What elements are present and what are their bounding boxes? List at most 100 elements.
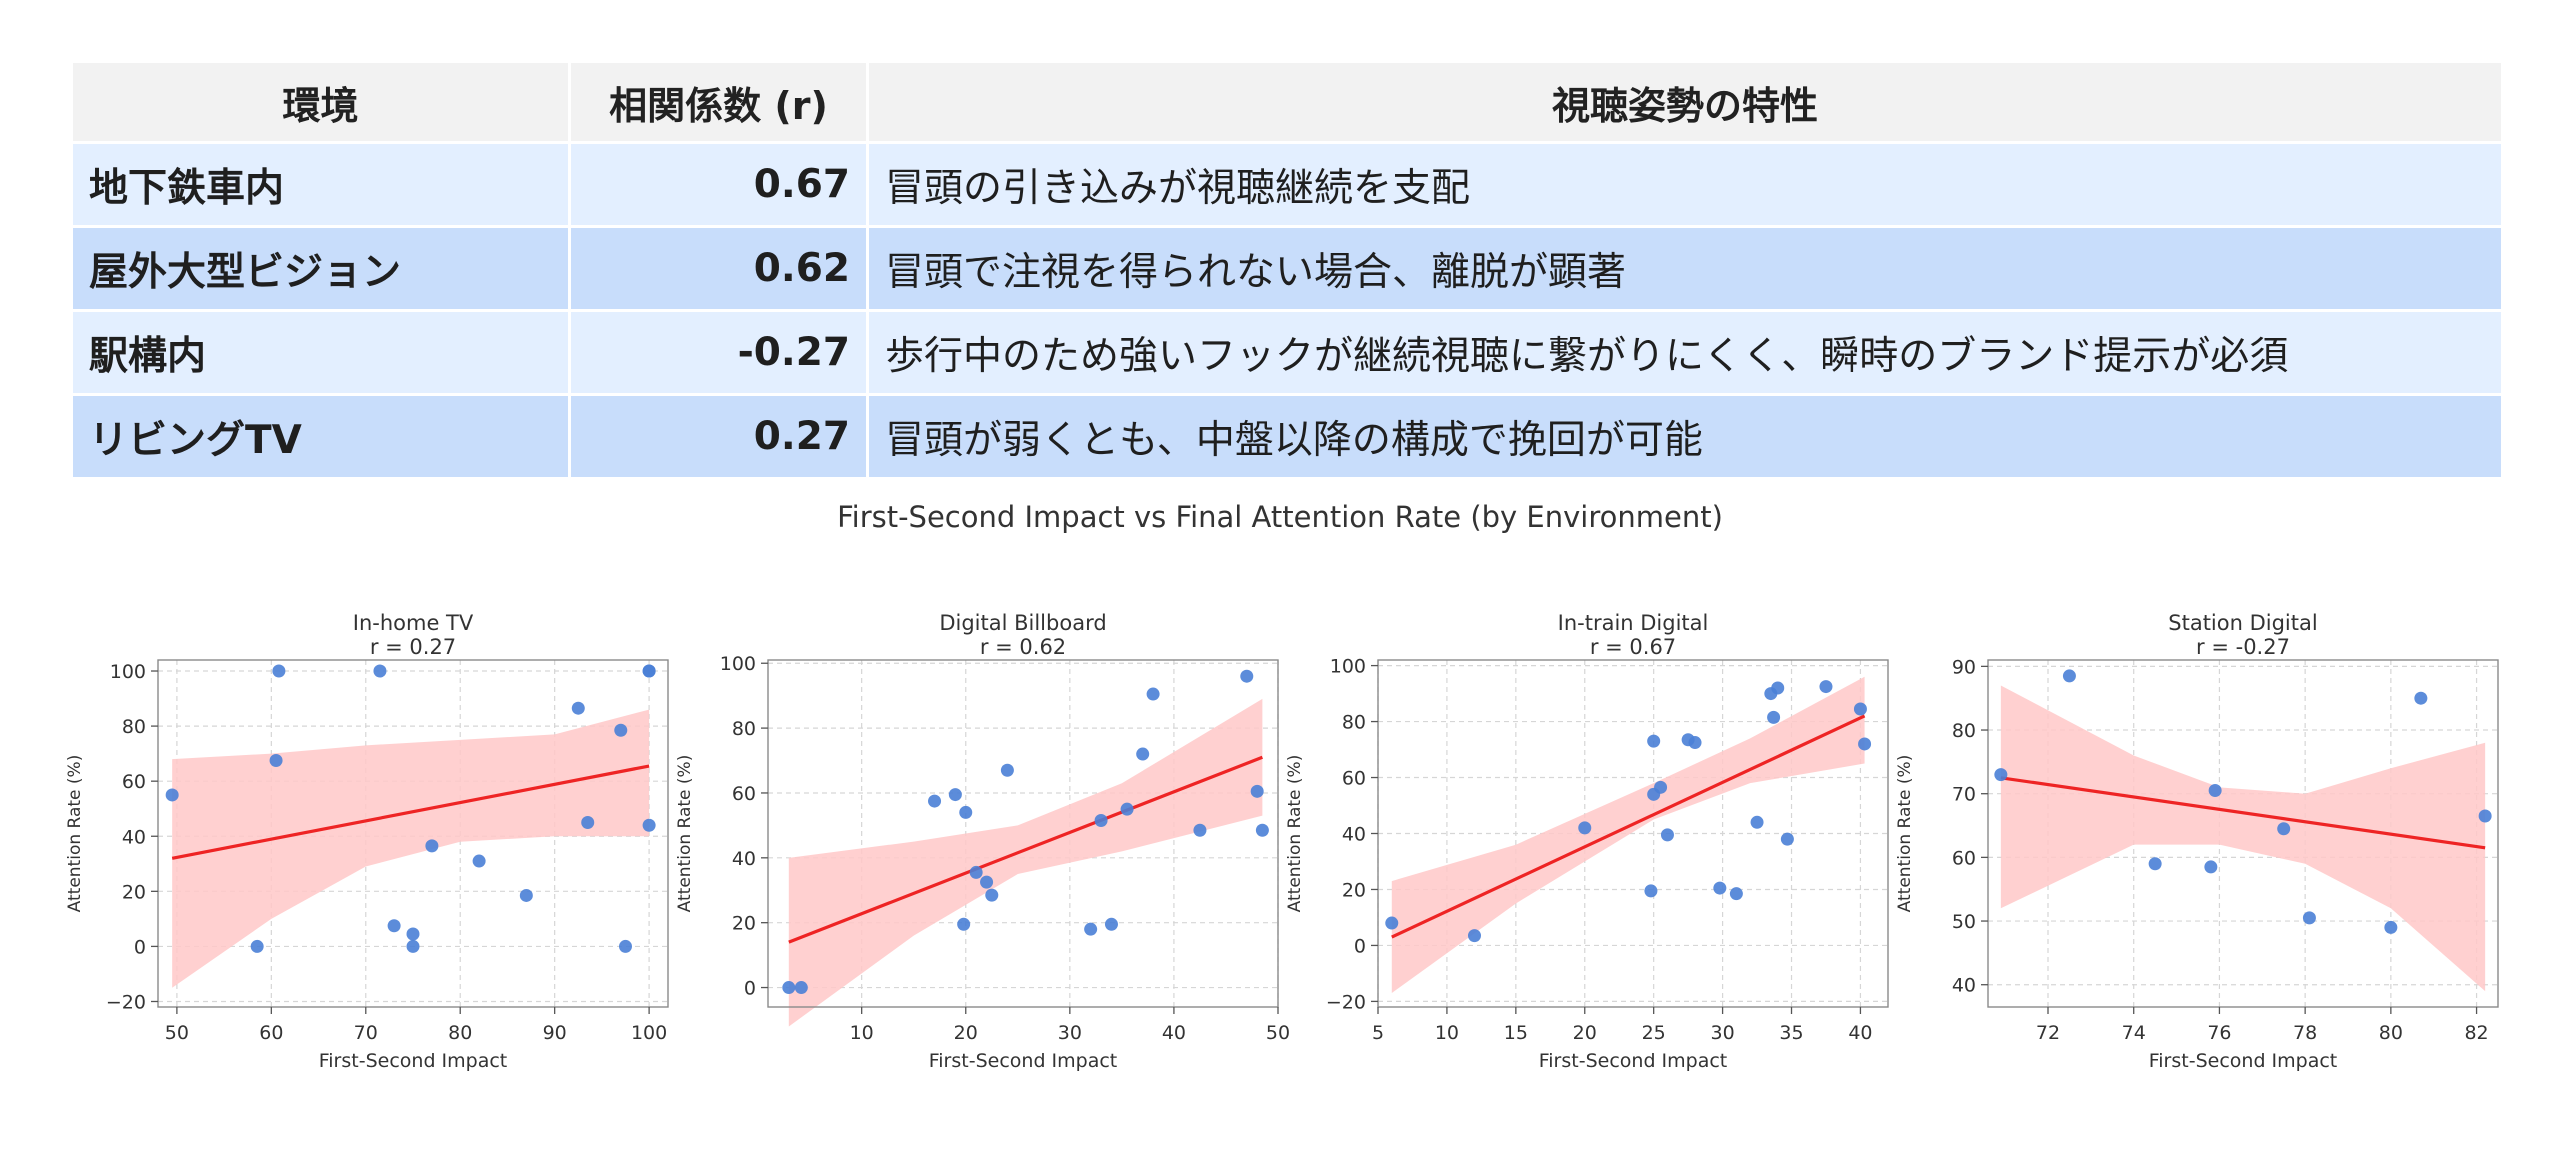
data-point [1858,737,1872,751]
chart-subtitle: r = -0.27 [2196,635,2290,659]
data-point [642,818,656,832]
x-tick-label: 60 [259,1022,283,1044]
x-tick-label: 80 [448,1022,472,1044]
data-point [1994,768,2008,782]
data-point [619,939,632,953]
plot-frame [1987,659,2499,1008]
data-point [387,919,401,933]
cell-environment: リビングTV [73,396,568,477]
cell-correlation: -0.27 [571,312,866,393]
x-tick-label: 20 [954,1022,978,1044]
x-tick-label: 40 [1848,1022,1872,1044]
regression-line [2000,776,2486,850]
data-point [1467,929,1481,943]
y-tick-label: 90 [1952,656,1976,678]
data-point [2478,809,2492,823]
data-point [957,917,971,931]
data-point [614,723,628,737]
y-tick-label: 60 [122,771,146,793]
data-point [642,664,656,678]
data-point [581,815,595,829]
x-tick-label: 70 [354,1022,378,1044]
data-point [782,981,796,995]
data-point [1647,734,1661,748]
data-point [928,794,942,808]
data-point [1729,887,1743,901]
table-row: 地下鉄車内 0.67 冒頭の引き込みが視聴継続を支配 [73,144,2501,225]
data-point [1104,917,1118,931]
y-tick-label: 0 [134,936,146,958]
x-tick-label: 25 [1642,1022,1666,1044]
data-point [985,888,999,902]
y-tick-label: 100 [110,661,146,683]
data-point [2148,857,2162,871]
y-tick-label: 20 [732,913,756,935]
y-tick-label: 80 [732,718,756,740]
cell-correlation: 0.62 [571,228,866,309]
x-axis-label: First-Second Impact [319,1050,508,1072]
plot-frame [767,659,1279,1008]
chart-title: Digital Billboard [939,611,1106,635]
y-tick-label: 100 [720,653,756,675]
chart-title: In-train Digital [1558,611,1709,635]
data-point [1136,747,1150,761]
data-point [2277,822,2291,836]
cell-characteristics: 冒頭が弱くとも、中盤以降の構成で挽回が可能 [869,396,2501,477]
data-point [165,788,179,802]
data-point [2062,669,2076,683]
chart-subtitle: r = 0.27 [370,635,456,659]
table-header-row: 環境 相関係数 (r) 視聴姿勢の特性 [73,63,2501,141]
header-characteristics: 視聴姿勢の特性 [869,63,2501,141]
x-tick-label: 100 [631,1022,667,1044]
data-point [1120,802,1134,816]
x-axis-label: First-Second Impact [1539,1050,1728,1072]
data-point [272,664,286,678]
cell-environment: 屋外大型ビジョン [73,228,568,309]
data-point [1146,687,1160,701]
data-point [1819,680,1833,694]
data-point [948,788,962,802]
x-tick-label: 50 [1266,1022,1290,1044]
y-tick-label: 40 [122,826,146,848]
x-tick-label: 35 [1779,1022,1803,1044]
data-point [2414,691,2428,705]
plot-frame [157,659,669,1008]
x-tick-label: 10 [850,1022,874,1044]
data-point [519,888,533,902]
x-tick-label: 50 [165,1022,189,1044]
data-point [1644,884,1658,898]
data-point [1771,681,1785,695]
x-tick-label: 20 [1573,1022,1597,1044]
x-axis-label: First-Second Impact [929,1050,1118,1072]
data-point [1654,780,1668,794]
data-point [1193,823,1207,837]
data-point [2204,860,2218,874]
x-tick-label: 10 [1435,1022,1459,1044]
cell-characteristics: 歩行中のため強いフックが継続視聴に繋がりにくく、瞬時のブランド提示が必須 [869,312,2501,393]
y-tick-label: 80 [1342,712,1366,734]
confidence-band [2000,685,2486,992]
data-point [1578,821,1592,835]
x-tick-label: 82 [2464,1022,2488,1044]
data-point [980,875,994,889]
chart-subtitle: r = 0.67 [1590,635,1676,659]
cell-environment: 地下鉄車内 [73,144,568,225]
cell-characteristics: 冒頭の引き込みが視聴継続を支配 [869,144,2501,225]
x-tick-label: 30 [1711,1022,1735,1044]
x-tick-label: 76 [2207,1022,2231,1044]
data-point [1385,916,1399,930]
x-tick-label: 5 [1372,1022,1384,1044]
y-tick-label: 70 [1952,784,1976,806]
y-tick-label: 20 [122,881,146,903]
y-axis-label: Attention Rate (%) [675,755,695,913]
data-point [425,839,439,853]
data-point [1767,710,1781,724]
data-point [1660,828,1674,842]
data-point [1255,823,1269,837]
data-point [1853,702,1867,716]
y-tick-label: −20 [1326,991,1366,1013]
data-point [571,701,585,715]
data-point [1780,832,1794,846]
data-point [1713,881,1727,895]
